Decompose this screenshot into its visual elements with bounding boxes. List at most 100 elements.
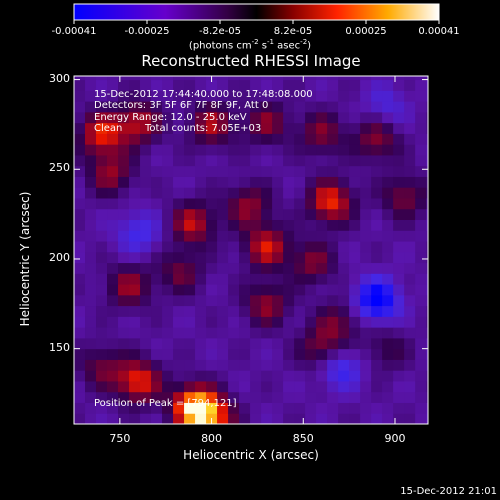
heatmap-cell bbox=[173, 208, 185, 221]
heatmap-cell bbox=[129, 273, 141, 285]
heatmap-cell bbox=[140, 380, 152, 393]
heatmap-cell bbox=[118, 187, 130, 199]
heatmap-cell bbox=[316, 187, 328, 199]
heatmap-cell bbox=[85, 294, 97, 307]
heatmap-cell bbox=[327, 380, 339, 393]
heatmap-cell bbox=[140, 251, 152, 264]
heatmap-cell bbox=[96, 413, 108, 424]
heatmap-cell bbox=[107, 327, 119, 339]
heatmap-cell bbox=[206, 144, 218, 156]
heatmap-cell bbox=[239, 348, 251, 360]
heatmap-cell bbox=[382, 187, 394, 199]
heatmap-cell bbox=[173, 284, 185, 296]
heatmap-cell bbox=[85, 402, 97, 414]
heatmap-cell bbox=[173, 305, 185, 317]
heatmap-cell bbox=[184, 122, 196, 134]
heatmap-cell bbox=[239, 294, 251, 307]
heatmap-cell bbox=[393, 251, 405, 264]
heatmap-cell bbox=[272, 391, 284, 403]
heatmap-cell bbox=[426, 251, 428, 264]
heatmap-cell bbox=[382, 219, 394, 231]
heatmap-cell bbox=[206, 337, 218, 350]
heatmap-cell bbox=[305, 251, 317, 264]
heatmap-cell bbox=[85, 76, 97, 81]
heatmap-cell bbox=[349, 133, 361, 145]
heatmap-cell bbox=[360, 273, 372, 285]
heatmap-cell bbox=[217, 79, 229, 91]
heatmap-cell bbox=[140, 187, 152, 199]
heatmap-cell bbox=[85, 208, 97, 221]
heatmap-cell bbox=[316, 359, 328, 371]
heatmap-cell bbox=[239, 413, 251, 424]
heatmap-cell bbox=[151, 294, 163, 307]
heatmap-cell bbox=[217, 111, 229, 124]
heatmap-cell bbox=[360, 251, 372, 264]
heatmap-cell bbox=[96, 273, 108, 285]
heatmap-cell bbox=[140, 337, 152, 350]
heatmap-cell bbox=[261, 122, 273, 134]
heatmap-cell bbox=[162, 273, 174, 285]
heatmap-cell bbox=[415, 90, 427, 102]
time-range-annotation: 15-Dec-2012 17:44:40.000 to 17:48:08.000 bbox=[94, 89, 313, 100]
heatmap-cell bbox=[118, 327, 130, 339]
heatmap-cell bbox=[239, 90, 251, 102]
heatmap-cell bbox=[85, 337, 97, 350]
heatmap-cell bbox=[195, 165, 207, 177]
heatmap-cell bbox=[140, 284, 152, 296]
heatmap-cell bbox=[195, 251, 207, 264]
heatmap-cell bbox=[382, 402, 394, 414]
heatmap-cell bbox=[239, 122, 251, 134]
heatmap-cell bbox=[96, 122, 108, 134]
heatmap-cell bbox=[371, 76, 383, 81]
heatmap-cell bbox=[184, 187, 196, 199]
heatmap-cell bbox=[360, 370, 372, 382]
heatmap-cell bbox=[338, 111, 350, 124]
heatmap-cell bbox=[294, 370, 306, 382]
heatmap-cell bbox=[118, 391, 130, 403]
heatmap-cell bbox=[393, 76, 405, 81]
heatmap-cell bbox=[96, 133, 108, 145]
heatmap-cell bbox=[228, 294, 240, 307]
heatmap-cell bbox=[415, 327, 427, 339]
heatmap-cell bbox=[184, 241, 196, 253]
heatmap-cell bbox=[96, 197, 108, 210]
heatmap-cell bbox=[283, 76, 295, 81]
heatmap-cell bbox=[195, 219, 207, 231]
heatmap-cell bbox=[316, 327, 328, 339]
heatmap-cell bbox=[404, 144, 416, 156]
heatmap-cell bbox=[118, 122, 130, 134]
heatmap-cell bbox=[239, 76, 251, 81]
heatmap-cell bbox=[393, 284, 405, 296]
heatmap-cell bbox=[250, 273, 262, 285]
heatmap-cell bbox=[272, 273, 284, 285]
heatmap-cell bbox=[404, 359, 416, 371]
heatmap-cell bbox=[217, 251, 229, 264]
heatmap-cell bbox=[261, 380, 273, 393]
heatmap-cell bbox=[283, 122, 295, 134]
heatmap-cell bbox=[228, 154, 240, 167]
heatmap-cell bbox=[184, 144, 196, 156]
heatmap-cell bbox=[426, 262, 428, 274]
heatmap-cell bbox=[426, 208, 428, 221]
heatmap-cell bbox=[151, 230, 163, 242]
heatmap-cell bbox=[305, 402, 317, 414]
heatmap-cell bbox=[107, 316, 119, 328]
heatmap-cell bbox=[294, 154, 306, 167]
heatmap-cell bbox=[107, 284, 119, 296]
heatmap-cell bbox=[74, 413, 86, 424]
heatmap-cell bbox=[316, 413, 328, 424]
heatmap-cell bbox=[349, 294, 361, 307]
heatmap-cell bbox=[151, 316, 163, 328]
heatmap-cell bbox=[294, 122, 306, 134]
heatmap-cell bbox=[85, 144, 97, 156]
heatmap-cell bbox=[360, 197, 372, 210]
heatmap-cell bbox=[272, 187, 284, 199]
heatmap-cell bbox=[261, 348, 273, 360]
heatmap-cell bbox=[162, 316, 174, 328]
heatmap-cell bbox=[261, 208, 273, 221]
heatmap-cell bbox=[261, 219, 273, 231]
heatmap-cell bbox=[261, 197, 273, 210]
heatmap-cell bbox=[129, 294, 141, 307]
heatmap-cell bbox=[206, 294, 218, 307]
heatmap-cell bbox=[404, 241, 416, 253]
